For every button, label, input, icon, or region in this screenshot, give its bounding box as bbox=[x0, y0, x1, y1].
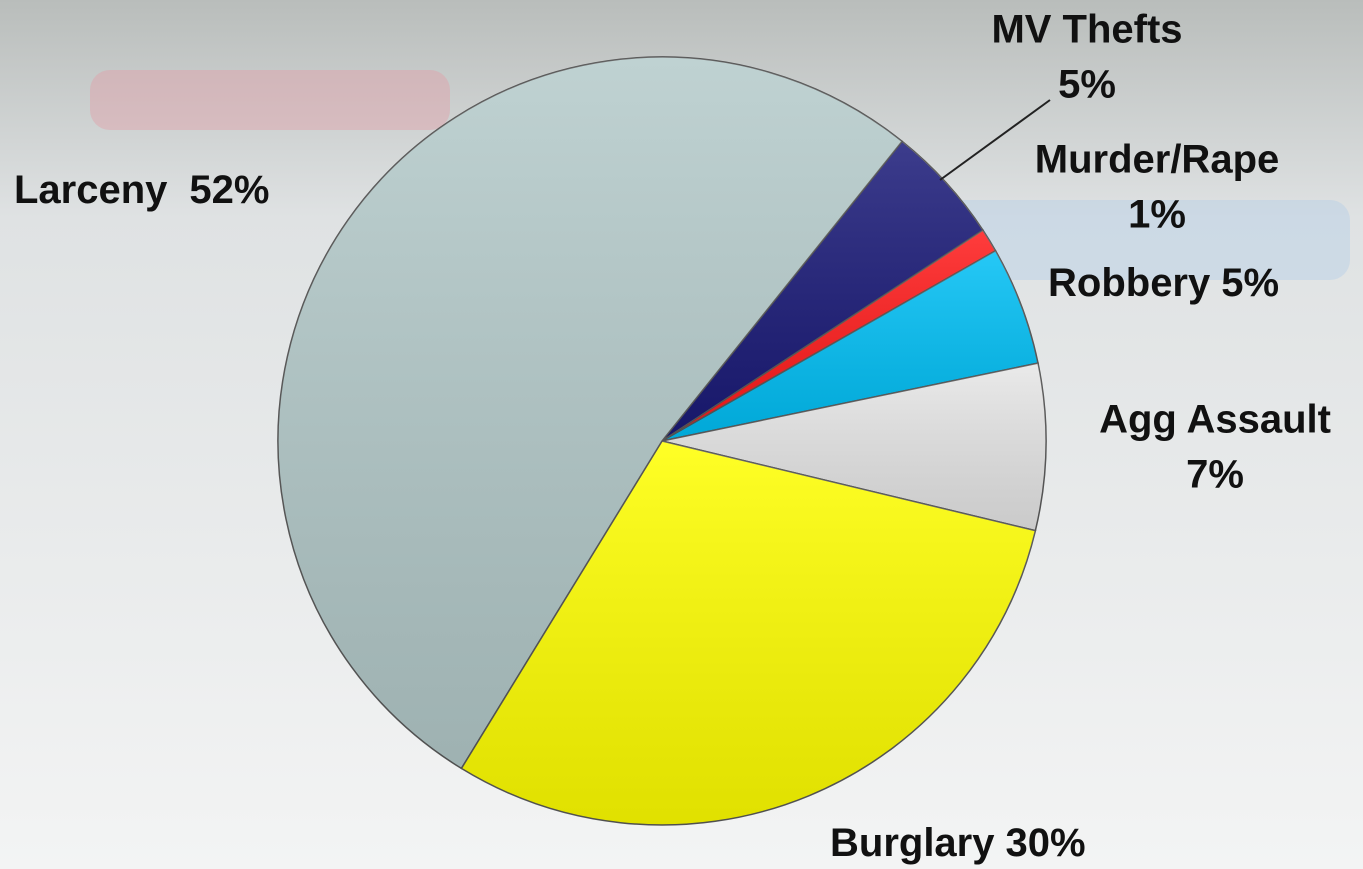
slice-value-label: 1% bbox=[1128, 193, 1186, 237]
slice-value-label: 7% bbox=[1186, 453, 1244, 497]
slice-value-label: 5% bbox=[1221, 261, 1279, 305]
slice-label-group: Larceny 52% bbox=[14, 168, 269, 212]
background-light bbox=[90, 70, 450, 130]
slice-value-label: 5% bbox=[1058, 63, 1116, 107]
slice-label: Agg Assault bbox=[1099, 398, 1331, 442]
slice-label: Robbery bbox=[1048, 261, 1211, 305]
chart: MV Thefts5%Murder/Rape1%Robbery5%Agg Ass… bbox=[0, 0, 1363, 869]
pie bbox=[278, 57, 1046, 825]
slice-value-label: 30% bbox=[1006, 821, 1086, 865]
slice-label: Burglary bbox=[830, 821, 995, 865]
slice-value-label: 52% bbox=[189, 168, 269, 212]
slice-label: MV Thefts bbox=[991, 8, 1182, 52]
slice-label: Larceny bbox=[14, 168, 168, 212]
page: MV Thefts5%Murder/Rape1%Robbery5%Agg Ass… bbox=[0, 0, 1363, 869]
slice-label: Murder/Rape bbox=[1035, 138, 1280, 182]
